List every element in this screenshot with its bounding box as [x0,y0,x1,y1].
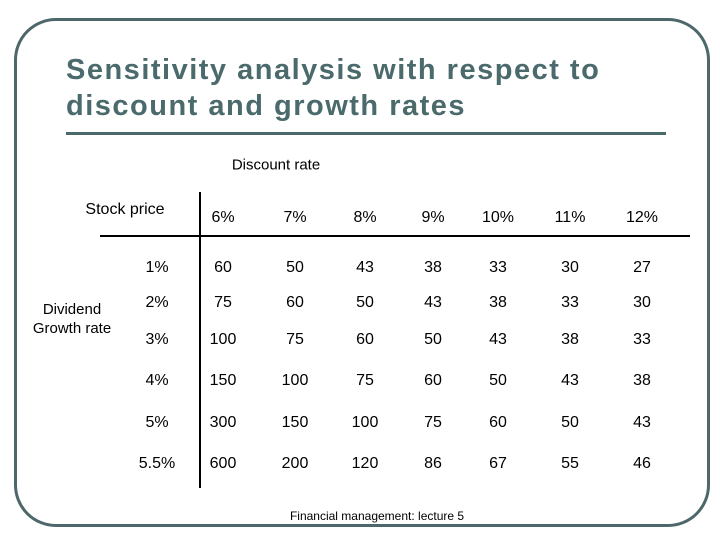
table-cell: 600 [209,455,237,472]
table-cell: 30 [561,259,579,276]
table-cell: 38 [561,331,579,348]
table-cell: 33 [489,259,507,276]
table-cell: 60 [356,331,374,348]
table-cell: 75 [356,372,374,389]
table-cell: 43 [633,414,651,431]
table-cell: 50 [424,331,442,348]
row-label: 3% [145,331,169,348]
table-cell: 75 [424,414,442,431]
table-cell: 120 [351,455,379,472]
table-divider [100,235,690,237]
row-label: 5.5% [138,455,176,472]
row-label: 1% [145,259,169,276]
table-cell: 100 [351,414,379,431]
table-divider [199,192,201,488]
table-cell: 43 [489,331,507,348]
slide-frame [14,18,710,527]
table-cell: 50 [561,414,579,431]
table-cell: 100 [281,372,309,389]
footer: Financial management: lecture 5 [289,509,465,523]
table-cell: 60 [424,372,442,389]
table-cell: 50 [286,259,304,276]
table-cell: 150 [281,414,309,431]
column-header: 8% [353,209,377,226]
column-header: 11% [554,209,586,226]
table-cell: 100 [209,331,237,348]
column-header: 7% [283,209,307,226]
table-cell: 38 [424,259,442,276]
table-cell: 30 [633,294,651,311]
table-cell: 60 [214,259,232,276]
table-cell: 43 [561,372,579,389]
table-cell: 67 [489,455,507,472]
table-cell: 50 [356,294,374,311]
table-cell: 60 [286,294,304,311]
table-cell: 55 [561,455,579,472]
table-cell: 75 [214,294,232,311]
table-cell: 27 [633,259,651,276]
table-cell: 300 [209,414,237,431]
table-cell: 38 [489,294,507,311]
column-header: 6% [211,209,235,226]
table-cell: 150 [209,372,237,389]
column-header: 10% [481,209,515,226]
corner-label: Stock price [85,201,165,218]
title-rule [66,132,666,135]
row-label: 4% [145,372,169,389]
table-cell: 60 [489,414,507,431]
table-cell: 200 [281,455,309,472]
column-header: 12% [625,209,659,226]
table-cell: 50 [489,372,507,389]
table-cell: 75 [286,331,304,348]
table-cell: 33 [633,331,651,348]
table-cell: 38 [633,372,651,389]
row-group-label: Dividend Growth rate [32,301,112,337]
row-label: 5% [145,414,169,431]
table-cell: 43 [356,259,374,276]
row-label: 2% [145,294,169,311]
column-group-label: Discount rate [231,156,321,174]
slide-title: Sensitivity analysis with respect to dis… [66,54,601,122]
table-cell: 43 [424,294,442,311]
table-cell: 86 [424,455,442,472]
column-header: 9% [421,209,445,226]
table-cell: 46 [633,455,651,472]
table-cell: 33 [561,294,579,311]
